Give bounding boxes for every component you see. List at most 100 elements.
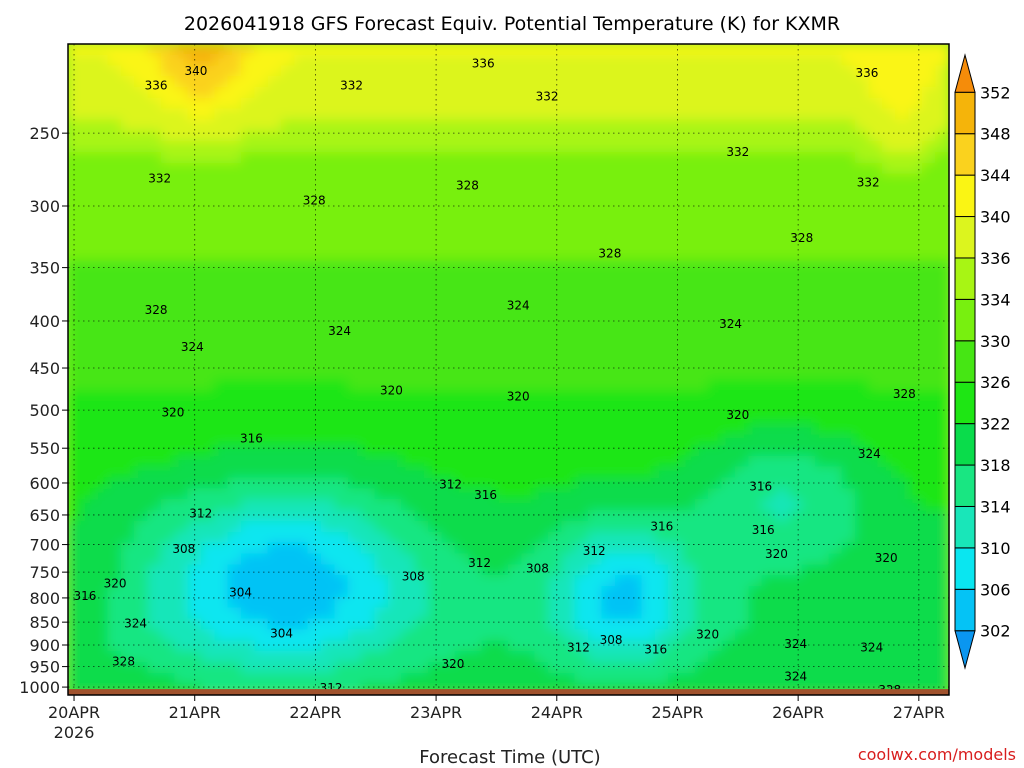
field-cell: [267, 510, 282, 522]
field-cell: [614, 97, 630, 110]
field-cell: [401, 379, 416, 392]
field-cell: [801, 260, 816, 273]
field-cell: [801, 586, 816, 598]
field-cell: [801, 119, 816, 132]
field-cell: [574, 238, 589, 251]
field-cell: [174, 629, 189, 642]
field-cell: [588, 238, 603, 251]
field-cell: [334, 260, 349, 273]
field-cell: [134, 607, 149, 620]
field-cell: [721, 499, 736, 511]
field-cell: [107, 488, 122, 501]
field-cell: [347, 76, 363, 88]
field-cell: [921, 575, 937, 587]
field-cell: [748, 390, 763, 403]
field-cell: [734, 444, 750, 457]
field-cell: [761, 618, 776, 631]
field-cell: [668, 586, 683, 598]
field-cell: [614, 162, 630, 175]
field-cell: [708, 488, 723, 501]
field-cell: [147, 217, 162, 229]
field-cell: [534, 152, 549, 164]
field-cell: [694, 423, 710, 436]
field-cell: [68, 444, 82, 457]
field-cell: [494, 282, 509, 294]
field-cell: [267, 488, 282, 501]
field-cell: [681, 586, 696, 598]
field-cell: [107, 314, 122, 327]
field-cell: [788, 499, 803, 511]
colorbar-tick-label: 322: [980, 415, 1011, 434]
colorbar-box: [954, 588, 976, 632]
field-cell: [201, 629, 216, 642]
field-cell: [775, 173, 790, 186]
field-cell: [801, 130, 816, 143]
field-cell: [815, 390, 830, 403]
field-cell: [761, 369, 776, 381]
field-cell: [508, 423, 523, 436]
field-cell: [654, 184, 670, 197]
field-cell: [107, 379, 122, 392]
field-cell: [761, 596, 776, 609]
contour-label: 312: [567, 641, 590, 655]
field-cell: [641, 97, 656, 110]
field-cell: [775, 76, 790, 88]
field-cell: [841, 542, 856, 555]
field-cell: [214, 586, 229, 598]
field-cell: [681, 423, 696, 436]
field-cell: [481, 271, 496, 284]
field-cell: [68, 412, 82, 425]
field-cell: [94, 488, 109, 501]
field-cell: [454, 249, 469, 262]
field-cell: [841, 661, 856, 674]
field-cell: [788, 86, 803, 99]
field-cell: [788, 477, 803, 490]
field-cell: [187, 586, 202, 598]
field-cell: [534, 575, 549, 587]
field-cell: [294, 195, 309, 208]
field-cell: [294, 314, 309, 327]
field-cell: [654, 575, 670, 587]
field-cell: [214, 54, 229, 67]
field-cell: [521, 227, 536, 240]
field-cell: [427, 434, 443, 446]
field-cell: [668, 510, 683, 522]
field-cell: [694, 358, 710, 370]
field-cell: [601, 282, 616, 294]
field-cell: [761, 108, 776, 121]
field-cell: [468, 423, 483, 436]
field-cell: [895, 141, 910, 153]
field-cell: [321, 293, 336, 305]
field-cell: [160, 553, 176, 566]
field-cell: [494, 434, 509, 446]
field-cell: [788, 282, 803, 294]
field-cell: [468, 65, 483, 77]
field-cell: [614, 44, 630, 56]
field-cell: [174, 325, 189, 338]
field-cell: [734, 596, 750, 609]
field-cell: [668, 65, 683, 77]
field-cell: [815, 520, 830, 533]
field-cell: [107, 336, 122, 349]
field-cell: [588, 477, 603, 490]
field-cell: [935, 379, 949, 392]
field-cell: [721, 564, 736, 577]
field-cell: [868, 195, 883, 208]
field-cell: [548, 358, 563, 370]
field-cell: [641, 303, 656, 316]
field-cell: [347, 162, 363, 175]
field-cell: [267, 260, 282, 273]
field-cell: [654, 119, 670, 132]
field-cell: [120, 76, 136, 88]
field-cell: [267, 238, 282, 251]
field-cell: [441, 412, 456, 425]
field-cell: [534, 661, 549, 674]
field-cell: [267, 173, 282, 186]
field-cell: [734, 607, 750, 620]
field-cell: [734, 499, 750, 511]
field-cell: [468, 54, 483, 67]
field-cell: [241, 325, 256, 338]
field-cell: [374, 238, 389, 251]
field-cell: [534, 130, 549, 143]
field-cell: [454, 173, 469, 186]
